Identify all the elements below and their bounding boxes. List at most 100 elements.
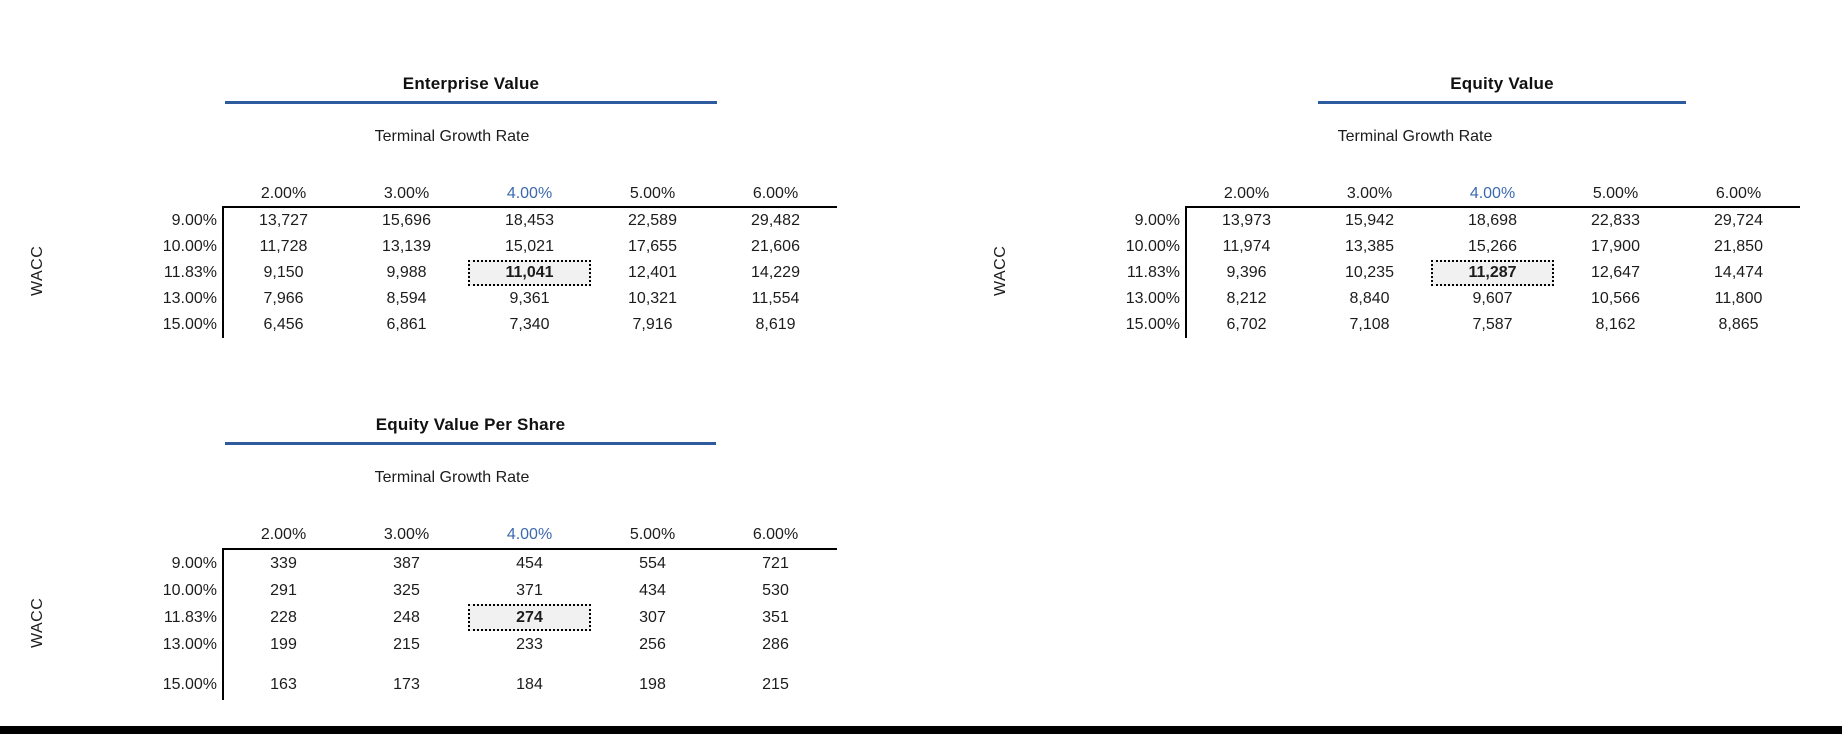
value-cell[interactable]: 291 [270,581,297,599]
value-cell[interactable]: 371 [516,581,543,599]
value-cell[interactable]: 14,229 [751,264,800,281]
value-cell[interactable]: 21,606 [751,238,800,255]
value-cell[interactable]: 9,361 [509,290,550,307]
highlighted-value-cell[interactable]: 11,041 [468,260,591,286]
value-cell[interactable]: 387 [393,554,420,572]
value-cell[interactable]: 12,401 [628,264,677,281]
tgr-header-cell[interactable]: 4.00% [1469,185,1516,202]
value-cell[interactable]: 339 [270,554,297,572]
wacc-row-label[interactable]: 9.00% [1134,212,1180,229]
value-cell[interactable]: 8,865 [1718,316,1759,333]
value-cell[interactable]: 15,942 [1345,212,1394,229]
value-cell[interactable]: 13,973 [1222,212,1271,229]
value-cell[interactable]: 15,266 [1468,238,1517,255]
value-cell[interactable]: 233 [516,635,543,653]
wacc-row-label[interactable]: 15.00% [162,316,217,333]
tgr-header-cell[interactable]: 3.00% [383,526,430,543]
wacc-row-label[interactable]: 9.00% [171,212,217,229]
wacc-row-label[interactable]: 10.00% [1125,238,1180,255]
value-cell[interactable]: 286 [762,635,789,653]
tgr-header-cell[interactable]: 3.00% [383,185,430,202]
value-cell[interactable]: 7,108 [1349,316,1390,333]
value-cell[interactable]: 248 [393,608,420,626]
value-cell[interactable]: 7,966 [263,290,304,307]
value-cell[interactable]: 10,235 [1345,264,1394,281]
tgr-header-cell[interactable]: 4.00% [506,185,553,202]
value-cell[interactable]: 6,861 [386,316,427,333]
value-cell[interactable]: 228 [270,608,297,626]
tgr-header-cell[interactable]: 3.00% [1346,185,1393,202]
value-cell[interactable]: 29,724 [1714,212,1763,229]
value-cell[interactable]: 199 [270,635,297,653]
value-cell[interactable]: 454 [516,554,543,572]
value-cell[interactable]: 173 [393,675,420,693]
value-cell[interactable]: 11,800 [1714,290,1763,307]
value-cell[interactable]: 256 [639,635,666,653]
value-cell[interactable]: 18,453 [505,212,554,229]
value-cell[interactable]: 15,021 [505,238,554,255]
value-cell[interactable]: 8,619 [755,316,796,333]
wacc-row-label[interactable]: 13.00% [162,290,217,307]
value-cell[interactable]: 215 [393,635,420,653]
value-cell[interactable]: 307 [639,608,666,626]
tgr-header-cell[interactable]: 6.00% [752,526,799,543]
wacc-row-label[interactable]: 10.00% [162,238,217,255]
value-cell[interactable]: 9,396 [1226,264,1267,281]
value-cell[interactable]: 21,850 [1714,238,1763,255]
value-cell[interactable]: 721 [762,554,789,572]
value-cell[interactable]: 6,456 [263,316,304,333]
value-cell[interactable]: 8,840 [1349,290,1390,307]
value-cell[interactable]: 15,696 [382,212,431,229]
wacc-row-label[interactable]: 13.00% [1125,290,1180,307]
value-cell[interactable]: 9,607 [1472,290,1513,307]
highlighted-value-cell[interactable]: 274 [468,604,591,631]
value-cell[interactable]: 184 [516,675,543,693]
tgr-header-cell[interactable]: 4.00% [506,526,553,543]
value-cell[interactable]: 434 [639,581,666,599]
value-cell[interactable]: 11,728 [259,238,308,255]
wacc-row-label[interactable]: 13.00% [162,635,217,653]
tgr-header-cell[interactable]: 2.00% [1223,185,1270,202]
tgr-header-cell[interactable]: 6.00% [752,185,799,202]
value-cell[interactable]: 13,727 [259,212,308,229]
value-cell[interactable]: 351 [762,608,789,626]
value-cell[interactable]: 325 [393,581,420,599]
value-cell[interactable]: 9,988 [386,264,427,281]
value-cell[interactable]: 530 [762,581,789,599]
value-cell[interactable]: 13,139 [382,238,431,255]
value-cell[interactable]: 22,589 [628,212,677,229]
tgr-header-cell[interactable]: 6.00% [1715,185,1762,202]
value-cell[interactable]: 18,698 [1468,212,1517,229]
tgr-header-cell[interactable]: 5.00% [1592,185,1639,202]
value-cell[interactable]: 6,702 [1226,316,1267,333]
wacc-row-label[interactable]: 9.00% [171,554,217,572]
value-cell[interactable]: 9,150 [263,264,304,281]
value-cell[interactable]: 8,162 [1595,316,1636,333]
value-cell[interactable]: 7,340 [509,316,550,333]
value-cell[interactable]: 13,385 [1345,238,1394,255]
value-cell[interactable]: 554 [639,554,666,572]
highlighted-value-cell[interactable]: 11,287 [1431,260,1554,286]
wacc-row-label[interactable]: 15.00% [162,675,217,693]
value-cell[interactable]: 163 [270,675,297,693]
value-cell[interactable]: 14,474 [1714,264,1763,281]
tgr-header-cell[interactable]: 5.00% [629,185,676,202]
tgr-header-cell[interactable]: 5.00% [629,526,676,543]
value-cell[interactable]: 10,566 [1591,290,1640,307]
wacc-row-label[interactable]: 10.00% [162,581,217,599]
value-cell[interactable]: 7,916 [632,316,673,333]
value-cell[interactable]: 7,587 [1472,316,1513,333]
value-cell[interactable]: 198 [639,675,666,693]
value-cell[interactable]: 11,974 [1222,238,1271,255]
value-cell[interactable]: 215 [762,675,789,693]
wacc-row-label[interactable]: 11.83% [163,264,217,281]
value-cell[interactable]: 22,833 [1591,212,1640,229]
tgr-header-cell[interactable]: 2.00% [260,185,307,202]
value-cell[interactable]: 11,554 [751,290,800,307]
wacc-row-label[interactable]: 11.83% [163,608,217,626]
value-cell[interactable]: 8,594 [386,290,427,307]
value-cell[interactable]: 29,482 [751,212,800,229]
value-cell[interactable]: 8,212 [1226,290,1267,307]
value-cell[interactable]: 10,321 [628,290,677,307]
wacc-row-label[interactable]: 11.83% [1126,264,1180,281]
